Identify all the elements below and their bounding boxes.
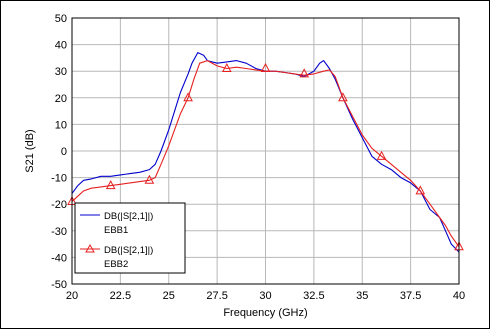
legend-label-ebb2: EBB2 bbox=[104, 259, 128, 270]
series-line-ebb2 bbox=[71, 60, 460, 248]
legend-marker-ebb2 bbox=[85, 243, 95, 253]
marker-ebb2 bbox=[338, 92, 348, 102]
y-tick-label: -10 bbox=[51, 173, 67, 185]
marker-ebb2 bbox=[376, 150, 387, 160]
x-tick-label: 22.5 bbox=[110, 290, 131, 302]
y-axis-label: S21 (dB) bbox=[24, 129, 36, 172]
marker-ebb2 bbox=[144, 174, 155, 184]
x-tick-label: 25 bbox=[163, 290, 175, 302]
y-tick-label: 20 bbox=[55, 93, 67, 105]
x-tick-label: 32.5 bbox=[303, 290, 324, 302]
marker-ebb2 bbox=[260, 62, 271, 73]
marker-ebb2 bbox=[221, 62, 232, 73]
y-tick-label: 30 bbox=[55, 66, 67, 78]
series-line-ebb1 bbox=[71, 52, 460, 253]
y-tick-label: 50 bbox=[55, 13, 67, 25]
y-tick-label: 10 bbox=[55, 119, 67, 131]
legend: DB(|S[2,1]|) EBB1 DB(|S[2,1]|) EBB2 bbox=[74, 202, 186, 274]
legend-label-ebb1: EBB1 bbox=[104, 225, 128, 236]
marker-ebb2 bbox=[415, 185, 426, 195]
marker-ebb2 bbox=[299, 68, 310, 78]
legend-label-ebb1-name: DB(|S[2,1]|) bbox=[104, 211, 153, 222]
y-tick-label: -20 bbox=[51, 199, 67, 211]
marker-ebb2 bbox=[105, 180, 116, 190]
y-tick-label: -50 bbox=[51, 279, 67, 291]
x-tick-label: 27.5 bbox=[206, 290, 227, 302]
plot-area-border bbox=[71, 17, 460, 285]
x-tick-label: 40 bbox=[453, 290, 465, 302]
x-tick-labels: 20 22.5 25 27.5 30 32.5 35 37.5 40 bbox=[66, 290, 465, 302]
x-tick-label: 37.5 bbox=[400, 290, 421, 302]
grid bbox=[72, 18, 459, 284]
x-tick-label: 35 bbox=[356, 290, 368, 302]
y-tick-label: 0 bbox=[61, 146, 67, 158]
y-tick-label: -30 bbox=[51, 226, 67, 238]
series-layer bbox=[67, 52, 464, 253]
x-tick-label: 20 bbox=[66, 290, 78, 302]
y-tick-label: -40 bbox=[51, 252, 67, 264]
x-axis-label: Frequency (GHz) bbox=[223, 307, 307, 319]
marker-ebb2 bbox=[183, 92, 193, 102]
x-tick-label: 30 bbox=[259, 290, 271, 302]
y-tick-labels: 50 40 30 20 10 0 -10 -20 -30 -40 -50 bbox=[51, 13, 67, 291]
y-tick-label: 40 bbox=[55, 40, 67, 52]
legend-label-ebb2-name: DB(|S[2,1]|) bbox=[104, 245, 153, 256]
